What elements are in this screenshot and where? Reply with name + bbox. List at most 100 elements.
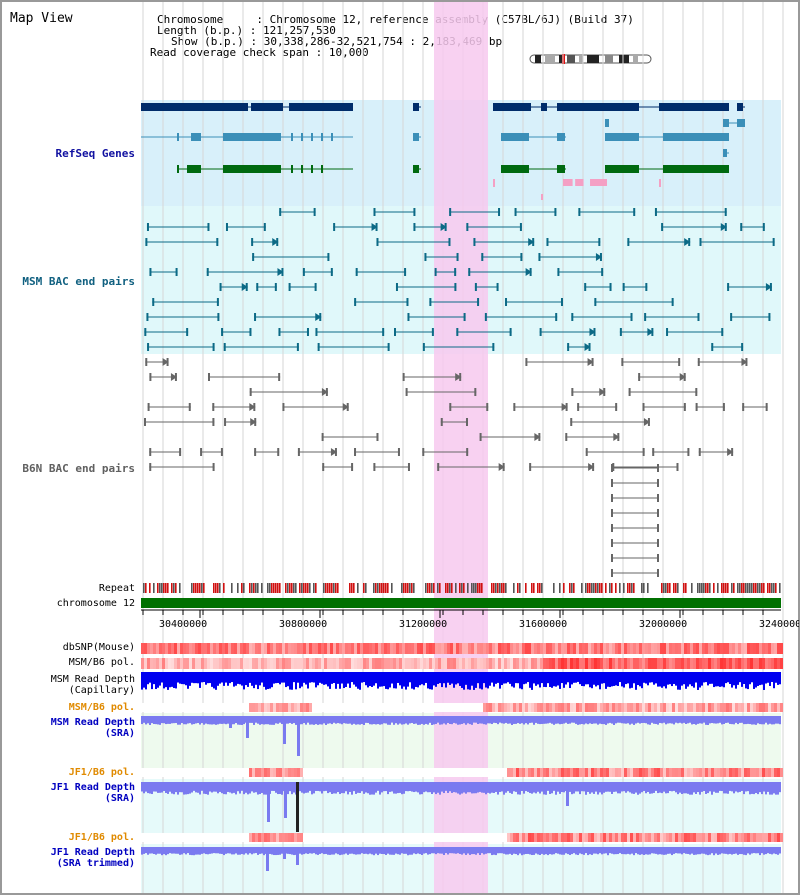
depth-bar [471, 847, 473, 855]
depth-bar [353, 716, 355, 724]
depth-bar [255, 782, 257, 793]
heat-cell [375, 768, 378, 777]
gene-exon [223, 165, 281, 173]
depth-bar [493, 672, 495, 687]
heat-cell [627, 833, 630, 842]
depth-bar [157, 847, 159, 854]
track-label-msm-b6-pol-2[interactable]: MSM/B6 pol. [69, 702, 135, 713]
bac-end [224, 418, 227, 426]
heat-cell [177, 658, 180, 669]
track-label-msm-bac[interactable]: MSM BAC end pairs [22, 275, 135, 288]
heat-cell [522, 658, 525, 669]
heat-cell [594, 658, 597, 669]
heat-cell [747, 833, 750, 842]
heat-cell [189, 833, 192, 842]
depth-bar [591, 672, 593, 689]
bac-arrow [599, 388, 606, 396]
depth-bar [511, 716, 513, 725]
track-label-msm-depth-sra[interactable]: MSM Read Depth (SRA) [51, 717, 135, 739]
track-label-msm-depth-cap[interactable]: MSM Read Depth (Capillary) [51, 674, 135, 696]
heat-cell [213, 643, 216, 654]
heat-cell [300, 768, 303, 777]
heat-cell [723, 768, 726, 777]
gene-exon [141, 103, 223, 111]
axis-tick-label: 32400000 [759, 619, 799, 630]
heat-cell [165, 833, 168, 842]
depth-bar [769, 782, 771, 795]
repeat-mark [203, 583, 205, 593]
heat-cell [528, 768, 531, 777]
heat-cell [153, 768, 156, 777]
track-label-jf1-pol-2[interactable]: JF1/B6 pol. [69, 832, 135, 843]
depth-bar [623, 782, 625, 792]
bac-end [220, 448, 223, 456]
repeat-mark [241, 583, 243, 593]
heat-cell [756, 703, 759, 712]
heat-cell [381, 643, 384, 654]
track-label-jf1-depth[interactable]: JF1 Read Depth (SRA) [51, 782, 135, 804]
heat-cell [606, 703, 609, 712]
track-label-b6n-bac[interactable]: B6N BAC end pairs [22, 462, 135, 475]
bac-end [454, 268, 457, 276]
depth-bar [287, 782, 289, 795]
depth-bar [731, 672, 733, 688]
heat-cell [297, 833, 300, 842]
depth-bar [475, 716, 477, 723]
track-label-refseq[interactable]: RefSeq Genes [55, 147, 135, 160]
heat-cell [660, 703, 663, 712]
heat-cell [480, 768, 483, 777]
bac-end [611, 509, 613, 517]
repeat-mark [581, 583, 583, 593]
heat-cell [714, 833, 717, 842]
depth-bar [545, 716, 547, 724]
heat-cell [675, 643, 678, 654]
depth-bar [621, 672, 623, 687]
depth-bar [627, 716, 629, 724]
heat-cell [447, 658, 450, 669]
heat-cell [699, 703, 702, 712]
depth-bar [143, 782, 145, 794]
depth-bar [495, 782, 497, 792]
depth-bar [183, 847, 185, 854]
depth-bar [381, 716, 383, 725]
depth-bar [681, 716, 683, 724]
depth-bar [207, 672, 209, 684]
heat-cell [396, 833, 399, 842]
depth-bar [357, 847, 359, 855]
track-label-repeat[interactable]: Repeat [98, 583, 135, 594]
bac-end [179, 448, 182, 456]
depth-bar [239, 782, 241, 794]
heat-cell [228, 768, 231, 777]
repeat-mark [425, 583, 427, 593]
depth-bar [385, 716, 387, 724]
depth-bar [597, 782, 599, 795]
bac-end [578, 208, 581, 216]
depth-bar [263, 716, 265, 725]
heat-cell [150, 768, 153, 777]
depth-bar [481, 672, 483, 690]
track-label-jf1-depth-line1: JF1 Read Depth [50, 782, 135, 793]
depth-bar [637, 782, 639, 795]
depth-bar [727, 847, 729, 855]
bac-end [216, 298, 219, 306]
repeat-mark [727, 583, 729, 593]
depth-bar [349, 672, 351, 688]
heat-cell [486, 658, 489, 669]
track-label-msm-b6-pol[interactable]: MSM/B6 pol. [68, 657, 135, 668]
depth-spike [297, 716, 300, 756]
heat-cell [285, 643, 288, 654]
depth-bar [507, 716, 509, 724]
repeat-mark [179, 583, 181, 593]
track-label-dbsnp[interactable]: dbSNP(Mouse) [62, 642, 135, 653]
heat-cell [651, 768, 654, 777]
heat-cell [699, 768, 702, 777]
depth-bar [199, 847, 201, 855]
depth-bar [485, 716, 487, 725]
track-label-jf1-trim[interactable]: JF1 Read Depth (SRA trimmed) [51, 847, 135, 869]
heat-cell [528, 643, 531, 654]
heat-cell [555, 768, 558, 777]
depth-bar [563, 782, 565, 793]
track-label-jf1-pol[interactable]: JF1/B6 pol. [69, 767, 135, 778]
depth-bar [763, 782, 765, 792]
